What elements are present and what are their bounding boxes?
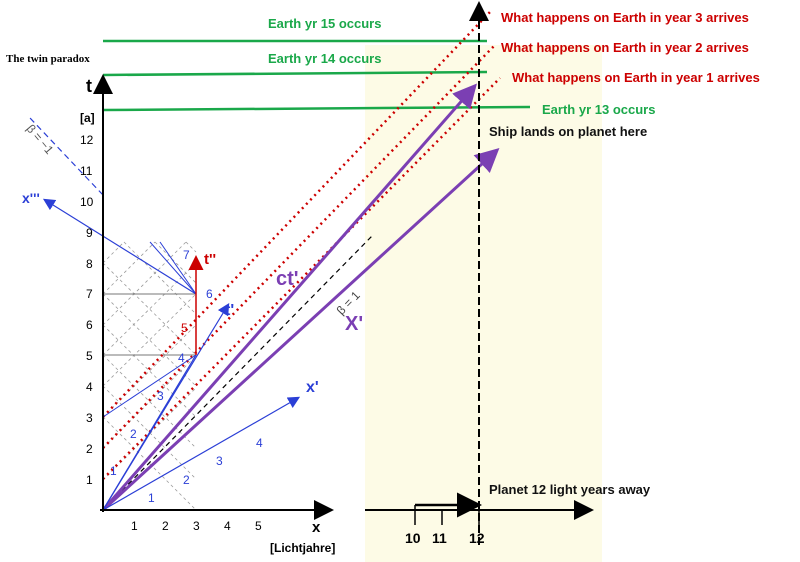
x-triple-prime-label: x''' xyxy=(22,190,40,206)
return-num-5: 5 xyxy=(181,321,188,335)
earth-yr-15-label: Earth yr 15 occurs xyxy=(268,16,381,31)
left-panel xyxy=(0,45,365,562)
x-axis-label: x xyxy=(312,519,321,536)
t-axis-unit: [a] xyxy=(80,111,95,125)
signal-year-1 xyxy=(102,77,501,480)
x-far-tick-12: 12 xyxy=(469,530,485,546)
t-tick-6: 6 xyxy=(86,318,93,332)
t-tick-8: 8 xyxy=(86,257,93,271)
t-double-prime-label: t'' xyxy=(204,251,216,268)
x-prime-axis xyxy=(102,396,301,511)
ct-prime-worldline xyxy=(101,83,477,511)
t-tick-10: 10 xyxy=(80,195,94,209)
t-tick-1: 1 xyxy=(86,473,93,487)
t-tick-12: 12 xyxy=(80,133,94,147)
arrive-3-label: What happens on Earth in year 3 arrives xyxy=(501,10,749,25)
x-prime-label: x' xyxy=(306,379,319,396)
earth-yr-14-line xyxy=(102,70,488,77)
t-tick-3: 3 xyxy=(86,411,93,425)
t-tick-4: 4 xyxy=(86,380,93,394)
t-ticks: 1 2 3 4 5 6 7 8 9 10 11 12 xyxy=(80,133,94,487)
arrive-2-label: What happens on Earth in year 2 arrives xyxy=(501,40,749,55)
shaded-region xyxy=(365,45,602,562)
xprime-num-4: 4 xyxy=(256,436,263,450)
t-tick-5: 5 xyxy=(86,349,93,363)
x-axis-unit: [Lichtjahre] xyxy=(270,541,335,555)
t-tick-2: 2 xyxy=(86,442,93,456)
outbound-leg xyxy=(102,354,197,511)
x-tick-1: 1 xyxy=(131,519,138,533)
t-axis-label: t xyxy=(86,76,92,96)
x-ticks: 1 2 3 4 5 xyxy=(131,519,262,533)
diagram-title: The twin paradox xyxy=(6,53,90,65)
x-prime-worldline xyxy=(101,147,500,512)
tprime-num-2: 2 xyxy=(130,427,137,441)
earth-yr-13-label: Earth yr 13 occurs xyxy=(542,102,655,117)
arrive-1-label: What happens on Earth in year 1 arrives xyxy=(512,70,760,85)
xprime-num-3: 3 xyxy=(216,454,223,468)
xprime-num-1: 1 xyxy=(148,491,155,505)
simul-line-b xyxy=(149,241,197,295)
x-tick-3: 3 xyxy=(193,519,200,533)
tprime-num-1: 1 xyxy=(110,464,117,478)
x-tick-4: 4 xyxy=(224,519,231,533)
X-prime-label: X' xyxy=(345,313,363,335)
t-tick-11: 11 xyxy=(80,164,93,178)
signal-year-2 xyxy=(102,44,496,449)
simul-line-a xyxy=(102,354,197,418)
return-num-7: 7 xyxy=(183,248,190,262)
planet-label: Planet 12 light years away xyxy=(489,482,651,497)
t-tick-9: 9 xyxy=(86,226,93,240)
simul-line-c xyxy=(159,241,197,295)
tprime-num-4: 4 xyxy=(178,351,185,365)
return-num-6: 6 xyxy=(206,287,213,301)
ct-prime-label: ct' xyxy=(276,268,299,290)
x-tick-2: 2 xyxy=(162,519,169,533)
ship-lands-label: Ship lands on planet here xyxy=(489,124,647,139)
t-tick-7: 7 xyxy=(86,287,93,301)
x-tick-5: 5 xyxy=(255,519,262,533)
x-triple-prime-axis xyxy=(42,198,197,295)
beta-neg1-line xyxy=(29,117,104,196)
earth-yr-14-label: Earth yr 14 occurs xyxy=(268,51,381,66)
beta-1-line xyxy=(102,235,373,511)
tprime-num-3: 3 xyxy=(157,389,164,403)
xprime-num-2: 2 xyxy=(183,473,190,487)
x-far-tick-10: 10 xyxy=(405,530,421,546)
t-prime-label: t' xyxy=(225,302,234,319)
x-far-tick-11: 11 xyxy=(432,530,447,546)
